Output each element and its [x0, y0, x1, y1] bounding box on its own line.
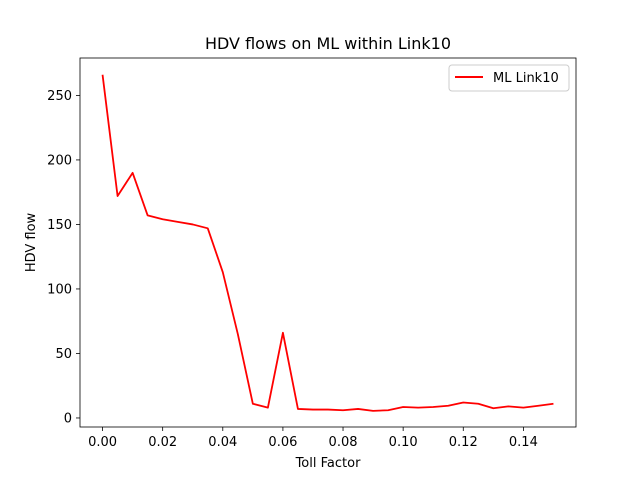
- x-tick-label: 0.04: [208, 435, 237, 450]
- x-tick-label: 0.12: [449, 435, 478, 450]
- y-axis: 0 50 100 150 200 250: [47, 89, 80, 426]
- legend-box: [448, 64, 570, 92]
- legend: ML Link10: [448, 64, 570, 92]
- y-tick-label: 50: [55, 347, 72, 362]
- plot-area: [101, 74, 554, 412]
- x-tick-label: 0.02: [148, 435, 177, 450]
- y-tick-label: 100: [47, 282, 72, 297]
- y-tick-label: 150: [47, 218, 72, 233]
- x-tick-label: 0.06: [268, 435, 297, 450]
- chart-title: HDV flows on ML within Link10: [205, 34, 451, 53]
- y-tick-label: 0: [64, 411, 72, 426]
- x-axis: 0.00 0.02 0.04 0.06 0.08 0.10 0.12 0.14: [88, 427, 538, 450]
- x-axis-label: Toll Factor: [295, 456, 361, 471]
- y-tick-label: 250: [47, 89, 72, 104]
- x-tick-label: 0.08: [329, 435, 358, 450]
- x-tick-label: 0.10: [389, 435, 418, 450]
- y-tick-label: 200: [47, 153, 72, 168]
- plot-frame: [79, 57, 577, 428]
- x-tick-label: 0.00: [88, 435, 117, 450]
- series-line: [101, 74, 554, 412]
- legend-label: ML Link10: [493, 71, 559, 86]
- y-axis-label: HDV flow: [24, 212, 39, 272]
- x-tick-label: 0.14: [509, 435, 538, 450]
